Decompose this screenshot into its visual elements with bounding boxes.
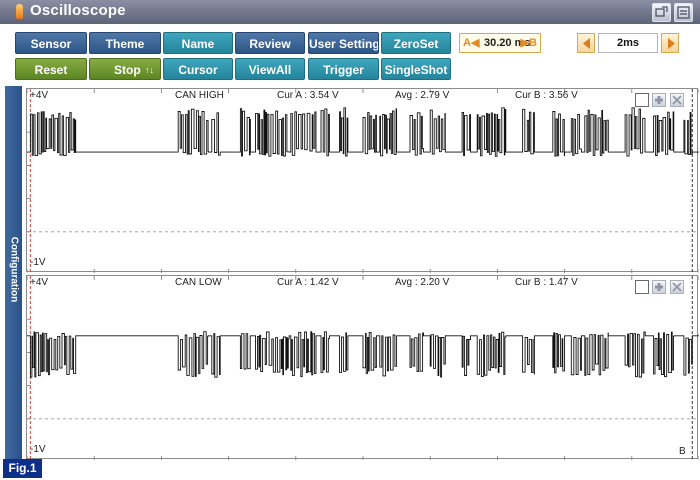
window-title: Oscilloscope xyxy=(30,2,126,19)
viewall-button[interactable]: ViewAll xyxy=(235,58,305,80)
channel-checkbox[interactable] xyxy=(635,93,649,107)
cursor-button[interactable]: Cursor xyxy=(163,58,233,80)
theme-button[interactable]: Theme xyxy=(89,32,161,54)
cursor-b-tag[interactable]: ▶B xyxy=(520,37,537,49)
can-high-waveform xyxy=(27,89,699,273)
channel-checkbox[interactable] xyxy=(635,280,649,294)
plus-icon[interactable] xyxy=(652,93,666,107)
cursor-readout: A◀ 30.20 ms ▶B xyxy=(459,33,541,53)
user-setting-button[interactable]: User Setting xyxy=(308,32,379,54)
bottom-voltage-label: -1V xyxy=(30,257,46,268)
review-button[interactable]: Review xyxy=(235,32,305,54)
restore-window-icon[interactable] xyxy=(652,3,671,22)
time-decrease-button[interactable] xyxy=(577,33,595,53)
configuration-tab-label: Configuration xyxy=(8,236,20,303)
channel-name: CAN HIGH xyxy=(175,90,224,101)
average-value: Avg : 2.20 V xyxy=(395,277,450,288)
configuration-tab[interactable]: Configuration xyxy=(5,86,22,459)
sensor-button[interactable]: Sensor xyxy=(15,32,87,54)
name-button[interactable]: Name xyxy=(163,32,233,54)
singleshot-button[interactable]: SingleShot xyxy=(381,58,451,80)
menu-window-icon[interactable] xyxy=(674,3,693,22)
can-low-waveform xyxy=(27,276,699,460)
bottom-voltage-label: -1V xyxy=(30,444,46,455)
app-flame-icon xyxy=(16,4,23,19)
top-voltage-label: +4V xyxy=(30,90,49,101)
can-high-plot[interactable]: +4V CAN HIGH Cur A : 3.54 V Avg : 2.79 V… xyxy=(26,88,699,273)
signal-trace xyxy=(27,331,699,378)
close-icon[interactable] xyxy=(670,93,684,107)
cursor-b-marker[interactable]: B xyxy=(679,446,686,457)
time-increase-button[interactable] xyxy=(661,33,679,53)
cursor-a-tag[interactable]: A◀ xyxy=(463,37,480,49)
can-low-plot[interactable]: +4V CAN LOW Cur A : 1.42 V Avg : 2.20 V … xyxy=(26,275,699,460)
title-bar: Oscilloscope xyxy=(0,0,700,24)
close-icon[interactable] xyxy=(670,280,684,294)
trigger-button[interactable]: Trigger xyxy=(308,58,379,80)
cursor-a-value: Cur A : 1.42 V xyxy=(277,277,339,288)
top-voltage-label: +4V xyxy=(30,277,49,288)
cursor-time-value: 30.20 ms xyxy=(484,37,531,49)
plus-icon[interactable] xyxy=(652,280,666,294)
figure-label: Fig.1 xyxy=(3,459,42,478)
zeroset-button[interactable]: ZeroSet xyxy=(381,32,451,54)
reset-button[interactable]: Reset xyxy=(15,58,87,80)
cursor-a-value: Cur A : 3.54 V xyxy=(277,90,339,101)
stop-select-label: Stop xyxy=(114,63,141,77)
average-value: Avg : 2.79 V xyxy=(395,90,450,101)
up-down-icon: ↑↓ xyxy=(145,65,154,75)
stop-select[interactable]: Stop ↑↓ xyxy=(89,58,161,80)
cursor-b-value: Cur B : 3.56 V xyxy=(515,90,578,101)
cursor-b-value: Cur B : 1.47 V xyxy=(515,277,578,288)
signal-trace xyxy=(27,107,699,157)
time-div-field[interactable]: 2ms xyxy=(598,33,658,53)
channel-name: CAN LOW xyxy=(175,277,222,288)
